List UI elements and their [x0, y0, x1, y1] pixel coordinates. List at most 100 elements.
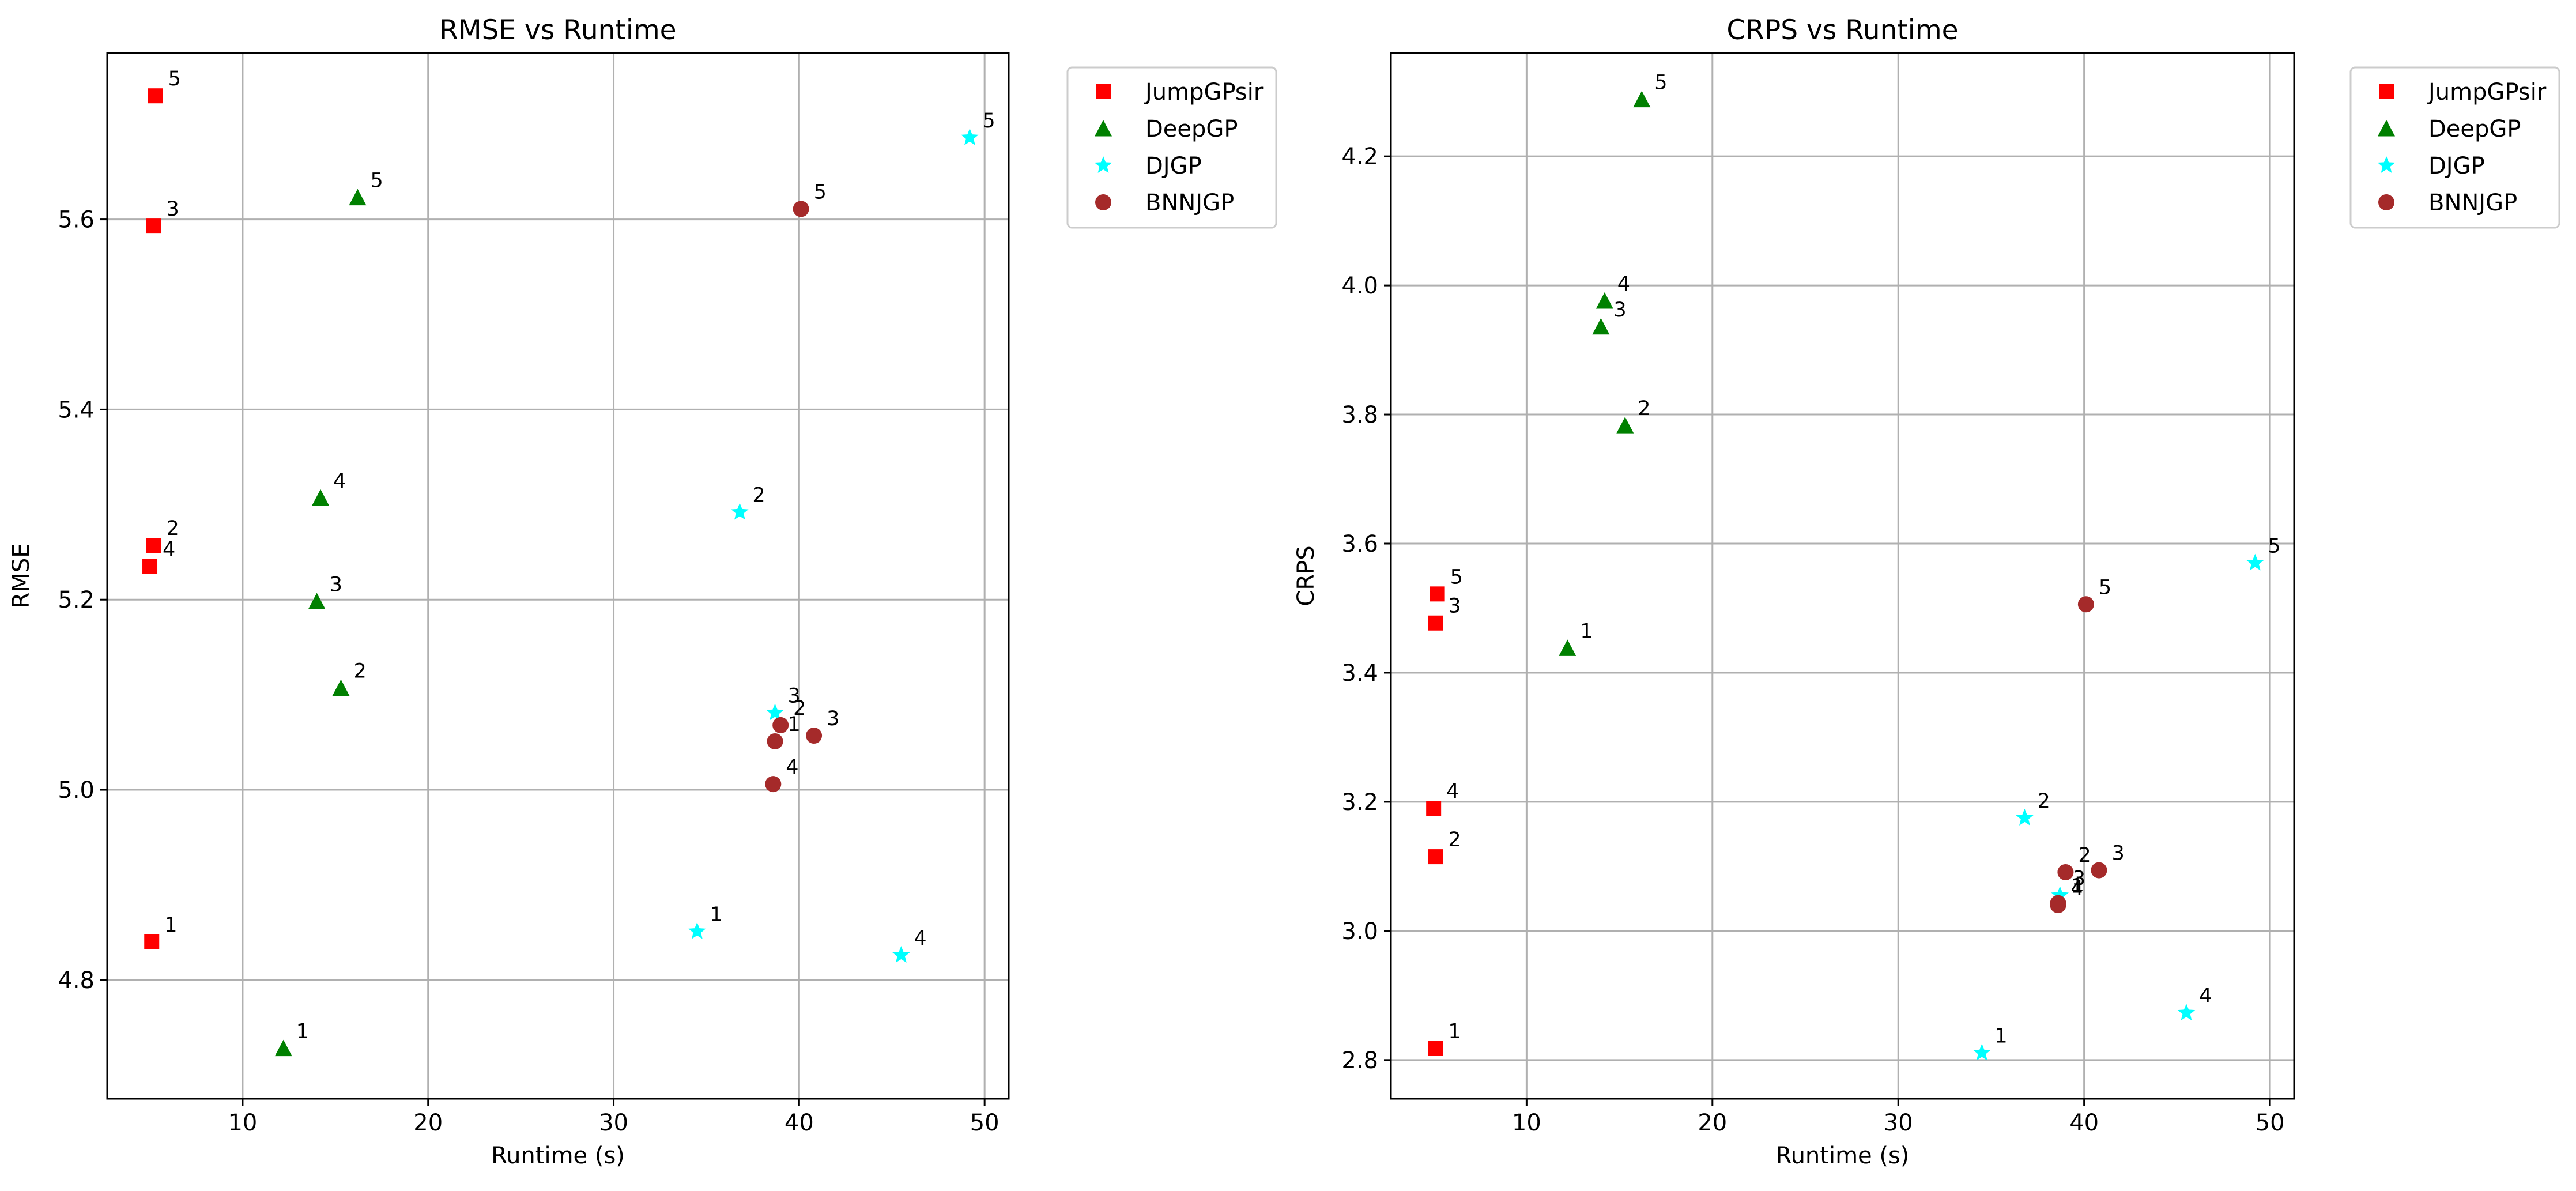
point-label: 3 [2111, 842, 2124, 865]
point-label: 4 [2199, 985, 2212, 1008]
point-label: 3 [1448, 595, 1461, 618]
data-point [2246, 553, 2264, 571]
point-label: 3 [330, 574, 342, 597]
point-label: 4 [163, 538, 175, 561]
point-label: 5 [1450, 566, 1463, 589]
data-point [1428, 849, 1443, 865]
point-label: 2 [752, 484, 765, 507]
point-label: 3 [1613, 299, 1626, 322]
data-point [349, 189, 367, 206]
point-label: 2 [2078, 844, 2091, 867]
y-tick-label: 3.6 [1341, 531, 1378, 557]
legend-marker [2378, 120, 2395, 137]
x-tick-label: 40 [2069, 1110, 2099, 1136]
point-label: 5 [982, 110, 995, 133]
y-tick-label: 3.2 [1341, 789, 1378, 816]
legend-label: DJGP [1145, 153, 1202, 179]
data-point [772, 717, 789, 733]
point-label: 1 [788, 713, 801, 736]
point-label: 2 [2037, 790, 2050, 813]
point-label: 1 [164, 914, 177, 937]
y-tick-label: 2.8 [1341, 1047, 1378, 1074]
point-label: 2 [1638, 397, 1650, 420]
data-point [1426, 801, 1442, 816]
legend-marker [2377, 156, 2396, 173]
x-axis-ticks: 10 20 30 40 50 [228, 1099, 1000, 1136]
data-point [2077, 596, 2094, 613]
y-axis-ticks: 4.8 5.0 5.2 5.4 5.6 [58, 207, 107, 994]
legend-marker [2379, 84, 2394, 99]
data-point [2091, 862, 2107, 879]
x-tick-label: 10 [228, 1110, 257, 1136]
legend-marker [1095, 194, 1111, 210]
point-label: 1 [296, 1020, 309, 1043]
point-label: 2 [793, 697, 806, 720]
legend-box [1066, 66, 1277, 229]
legend-marker [1094, 156, 1112, 173]
y-tick-label: 4.8 [58, 967, 95, 994]
plot-frame [106, 52, 1010, 1100]
x-axis-label: Runtime (s) [491, 1143, 625, 1169]
data-point [2177, 1004, 2196, 1021]
y-tick-label: 4.0 [1341, 273, 1378, 299]
point-label: 1 [1448, 1020, 1461, 1043]
y-tick-label: 5.4 [58, 397, 95, 423]
point-label: 5 [370, 169, 383, 193]
legend-marker [2378, 194, 2394, 210]
point-label: 5 [814, 180, 827, 203]
legend-box [2349, 66, 2560, 229]
gridlines [1391, 53, 2294, 1099]
x-tick-label: 20 [413, 1110, 443, 1136]
data-point [1973, 1043, 1991, 1061]
point-label: 4 [914, 927, 926, 950]
x-tick-label: 30 [1884, 1110, 1913, 1136]
data-point [2051, 886, 2069, 903]
legend-label: BNNJGP [1145, 190, 1234, 216]
point-label: 3 [788, 684, 801, 707]
y-axis-label: RMSE [8, 544, 35, 609]
plot-frame [1390, 52, 2295, 1100]
x-tick-label: 50 [970, 1110, 1000, 1136]
data-point [1428, 615, 1443, 631]
x-tick-label: 20 [1698, 1110, 1727, 1136]
data-point [148, 88, 163, 104]
legend-label: BNNJGP [2428, 190, 2517, 216]
point-label: 5 [1654, 71, 1667, 95]
legend-label: DeepGP [2428, 116, 2521, 142]
x-axis-ticks: 10 20 30 40 50 [1512, 1099, 2285, 1136]
y-tick-label: 3.4 [1341, 660, 1378, 687]
data-point [2050, 897, 2066, 914]
point-label: 2 [1448, 828, 1461, 851]
data-point [1596, 292, 1613, 309]
point-label: 1 [1994, 1024, 2007, 1047]
point-label: 1 [710, 903, 722, 926]
point-label: 4 [1446, 780, 1459, 803]
data-point [142, 559, 158, 574]
data-point [765, 776, 782, 793]
data-point [274, 1039, 292, 1057]
chart-title: RMSE vs Runtime [439, 14, 676, 46]
y-tick-label: 5.0 [58, 777, 95, 804]
data-point [146, 218, 161, 234]
point-label: 4 [333, 470, 346, 493]
legend-label: DJGP [2428, 153, 2485, 179]
data-point [1428, 1041, 1443, 1056]
y-tick-label: 5.6 [58, 207, 95, 233]
legend-marker [1095, 120, 1112, 137]
y-axis-label: CRPS [1293, 545, 1319, 606]
x-tick-label: 30 [599, 1110, 628, 1136]
data-point [2016, 808, 2034, 826]
point-label: 5 [168, 67, 181, 91]
point-label: 3 [2073, 867, 2085, 890]
y-tick-label: 3.8 [1341, 402, 1378, 428]
legend-label: JumpGPsir [1144, 79, 1264, 105]
data-point [731, 503, 749, 520]
point-label: 5 [2099, 576, 2111, 599]
data-point [806, 728, 823, 744]
data-point [332, 679, 350, 696]
data-point [892, 945, 910, 963]
